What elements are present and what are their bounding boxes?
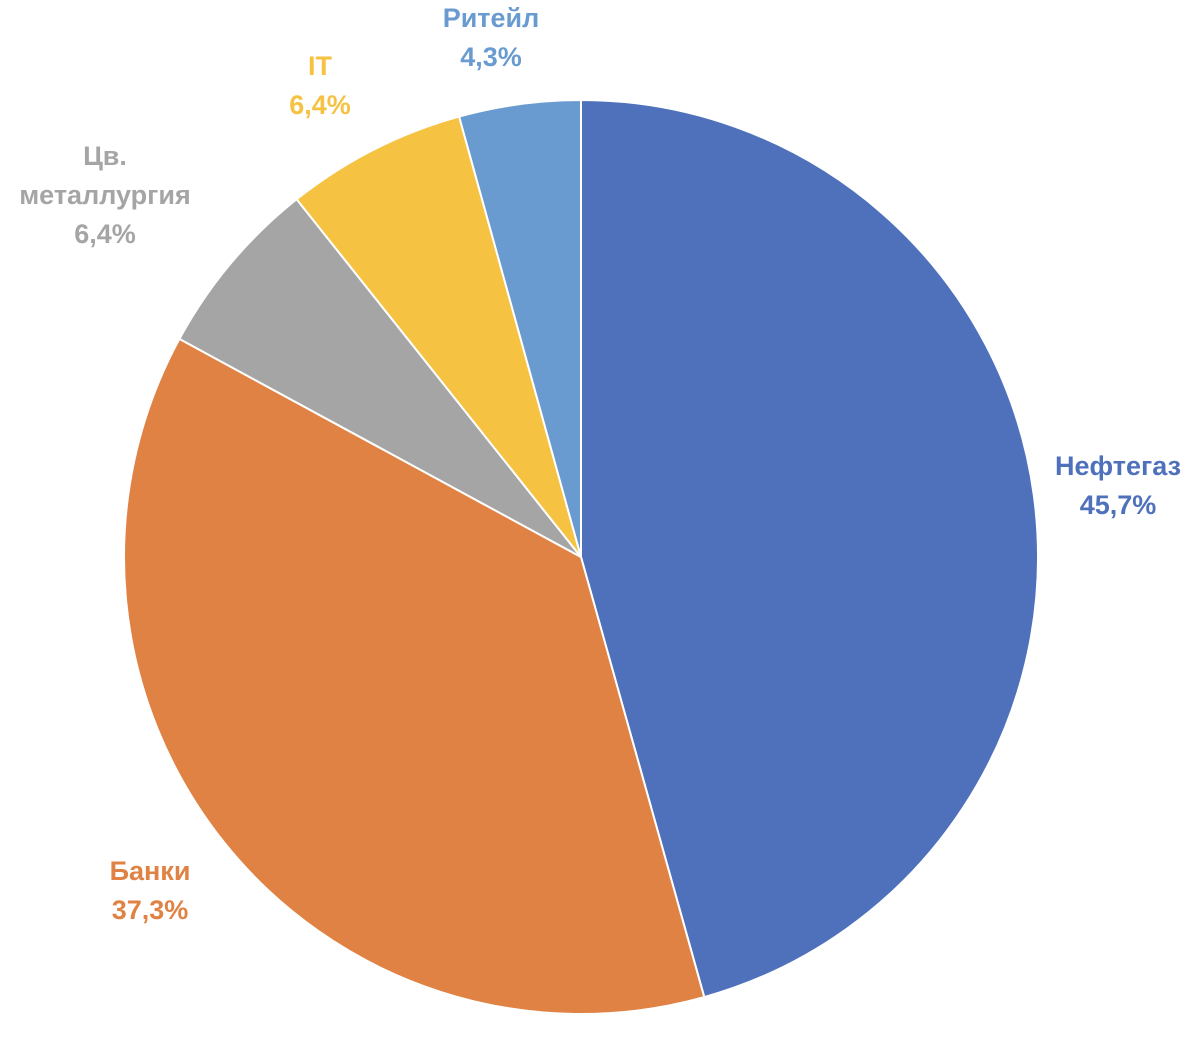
slice-label: Цв. металлургия 6,4% xyxy=(19,141,191,249)
pie-slice xyxy=(178,198,582,558)
slice-category-label: Банки xyxy=(110,856,191,886)
slice-percent-label: 6,4% xyxy=(289,90,351,120)
pie-slice xyxy=(458,99,582,558)
slice-category-label: Цв. xyxy=(83,141,127,171)
slice-label: Банки 37,3% xyxy=(110,856,191,925)
pie-slices xyxy=(123,99,1039,1015)
slice-category-label: Ритейл xyxy=(443,3,540,33)
pie-slice xyxy=(295,115,582,558)
slice-percent-label: 4,3% xyxy=(460,42,522,72)
pie-slice xyxy=(580,99,1039,999)
slice-label: Ритейл 4,3% xyxy=(443,3,540,72)
slice-category-label: Нефтегаз xyxy=(1055,451,1181,481)
slice-label: Нефтегаз 45,7% xyxy=(1055,451,1181,520)
pie-labels: Нефтегаз 45,7% Банки 37,3% Цв. металлургия 6,4… xyxy=(19,3,1181,925)
slice-percent-label: 6,4% xyxy=(74,219,136,249)
slice-percent-label: 45,7% xyxy=(1080,490,1157,520)
slice-category-label: металлургия xyxy=(19,180,191,210)
slice-percent-label: 37,3% xyxy=(112,895,189,925)
slice-label: IT 6,4% xyxy=(289,51,351,120)
pie-slice xyxy=(123,337,706,1015)
slice-category-label: IT xyxy=(308,51,333,81)
